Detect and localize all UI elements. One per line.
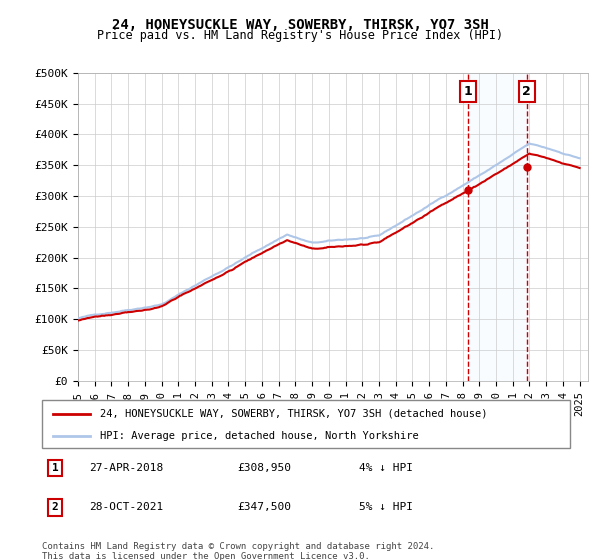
FancyBboxPatch shape — [42, 400, 570, 448]
Text: Price paid vs. HM Land Registry's House Price Index (HPI): Price paid vs. HM Land Registry's House … — [97, 29, 503, 42]
Bar — [468, 73, 527, 381]
Text: Contains HM Land Registry data © Crown copyright and database right 2024.
This d: Contains HM Land Registry data © Crown c… — [42, 542, 434, 560]
Text: £347,500: £347,500 — [238, 502, 292, 512]
Text: £308,950: £308,950 — [238, 463, 292, 473]
Text: 5% ↓ HPI: 5% ↓ HPI — [359, 502, 413, 512]
Text: 24, HONEYSUCKLE WAY, SOWERBY, THIRSK, YO7 3SH (detached house): 24, HONEYSUCKLE WAY, SOWERBY, THIRSK, YO… — [100, 409, 488, 419]
Text: 1: 1 — [464, 85, 472, 98]
Text: 28-OCT-2021: 28-OCT-2021 — [89, 502, 164, 512]
Text: 24, HONEYSUCKLE WAY, SOWERBY, THIRSK, YO7 3SH: 24, HONEYSUCKLE WAY, SOWERBY, THIRSK, YO… — [112, 18, 488, 32]
Text: 27-APR-2018: 27-APR-2018 — [89, 463, 164, 473]
Text: 4% ↓ HPI: 4% ↓ HPI — [359, 463, 413, 473]
Text: 1: 1 — [52, 463, 59, 473]
Text: 2: 2 — [52, 502, 59, 512]
Text: 2: 2 — [522, 85, 531, 98]
Text: HPI: Average price, detached house, North Yorkshire: HPI: Average price, detached house, Nort… — [100, 431, 419, 441]
